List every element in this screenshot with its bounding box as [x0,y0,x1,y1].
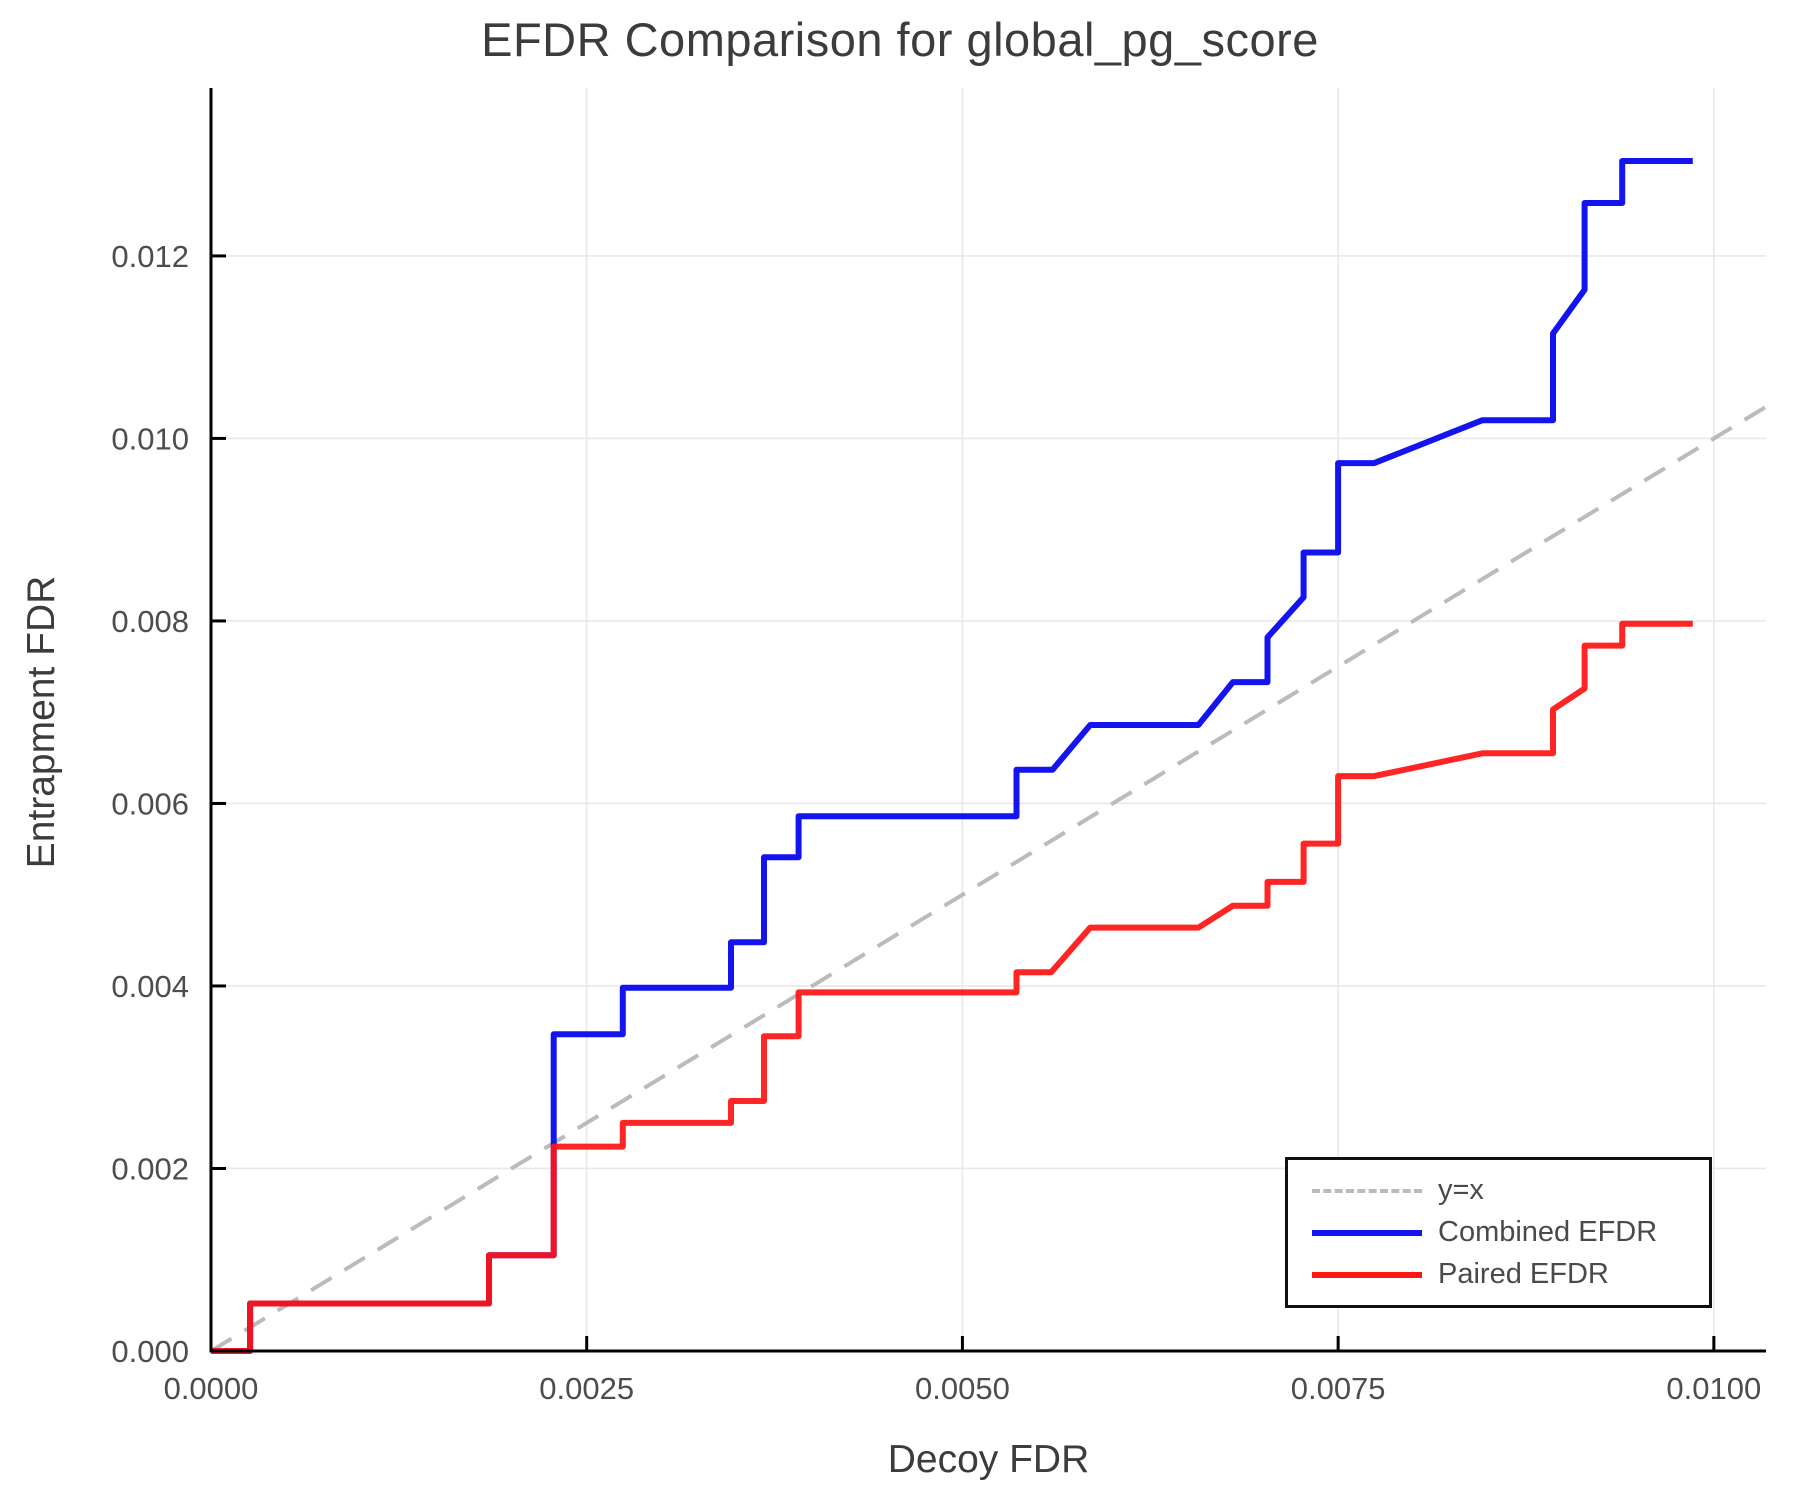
yx-reference-line [209,405,1768,1353]
series-layer [209,158,1768,1354]
legend-label-paired: Paired EFDR [1438,1258,1609,1290]
legend-item-paired: Paired EFDR [1312,1256,1709,1294]
y-tick-label: 0.006 [111,786,189,821]
grid-layer [211,88,1766,1351]
chart-title: EFDR Comparison for global_pg_score [481,13,1319,66]
legend-label-combined: Combined EFDR [1438,1216,1658,1248]
legend-item-combined: Combined EFDR [1312,1214,1709,1252]
paired-efdr-swatch [1312,1271,1422,1278]
y-tick-label: 0.000 [111,1334,189,1369]
y-axis-label: Entrapment FDR [20,575,63,869]
y-tick-label: 0.010 [111,421,189,456]
axes-layer [209,88,1766,1353]
legend-box: y=x Combined EFDR Paired EFDR [1285,1157,1712,1308]
y-tick-label: 0.008 [111,604,189,639]
yx-line-swatch [1312,1188,1422,1193]
x-tick-label: 0.0075 [1291,1371,1386,1406]
tick-layer: 0.0000 0.0025 0.0050 0.0075 0.0100 0.000 0.002… [111,239,1761,1406]
x-tick-label: 0.0025 [539,1371,634,1406]
combined-efdr-swatch [1312,1229,1422,1236]
x-tick-label: 0.0100 [1666,1371,1761,1406]
y-tick-label: 0.002 [111,1151,189,1186]
x-tick-label: 0.0000 [164,1371,259,1406]
combined-efdr-line [211,158,1693,1354]
x-tick-label: 0.0050 [915,1371,1010,1406]
y-tick-label: 0.004 [111,969,189,1004]
x-axis-label: Decoy FDR [887,1438,1090,1481]
paired-efdr-line [211,620,1693,1354]
y-tick-label: 0.012 [111,239,189,274]
legend-item-yx: y=x [1312,1172,1709,1210]
legend-label-yx: y=x [1438,1174,1484,1206]
